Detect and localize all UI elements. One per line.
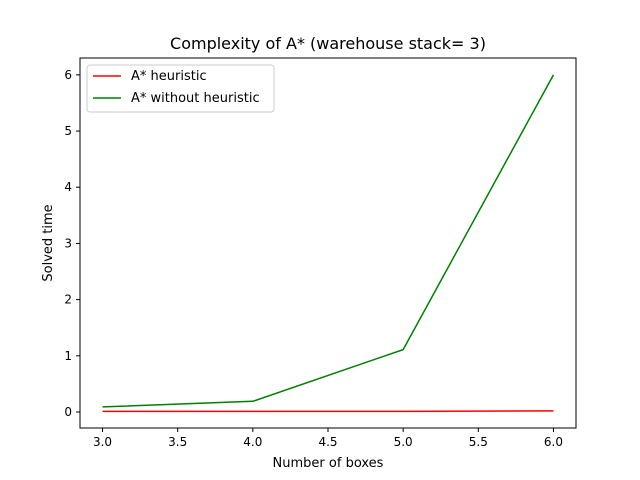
x-tick-label: 5.0	[394, 435, 413, 449]
y-axis-ticks: 0 1 2 3 4 5 6	[64, 68, 80, 419]
x-tick-label: 5.5	[469, 435, 488, 449]
y-tick-label: 2	[64, 293, 72, 307]
legend-box	[86, 64, 275, 113]
plot-frame	[79, 57, 577, 429]
x-axis-ticks: 3.0 3.5 4.0 4.5 5.0 5.5 6.0	[93, 428, 563, 449]
x-tick-label: 4.5	[318, 435, 337, 449]
x-tick-label: 6.0	[544, 435, 563, 449]
x-tick-label: 3.0	[93, 435, 112, 449]
legend-label-a-star-heuristic: A* heuristic	[131, 69, 207, 84]
y-tick-label: 1	[64, 349, 72, 363]
x-tick-label: 3.5	[168, 435, 187, 449]
legend-label-a-star-without-heuristic: A* without heuristic	[131, 91, 260, 106]
y-axis-title: Solved time	[41, 204, 56, 281]
chart-title: Complexity of A* (warehouse stack= 3)	[170, 34, 486, 53]
legend: A* heuristic A* without heuristic	[86, 64, 275, 113]
x-tick-label: 4.0	[243, 435, 262, 449]
y-tick-label: 5	[64, 124, 72, 138]
y-tick-label: 4	[64, 180, 72, 194]
series-line-a-star-heuristic	[102, 410, 554, 413]
y-tick-label: 3	[64, 236, 72, 250]
series-lines	[102, 74, 555, 413]
x-axis-title: Number of boxes	[273, 456, 384, 471]
y-tick-label: 0	[64, 405, 72, 419]
y-tick-label: 6	[64, 68, 72, 82]
series-line-a-star-without-heuristic	[102, 74, 555, 408]
